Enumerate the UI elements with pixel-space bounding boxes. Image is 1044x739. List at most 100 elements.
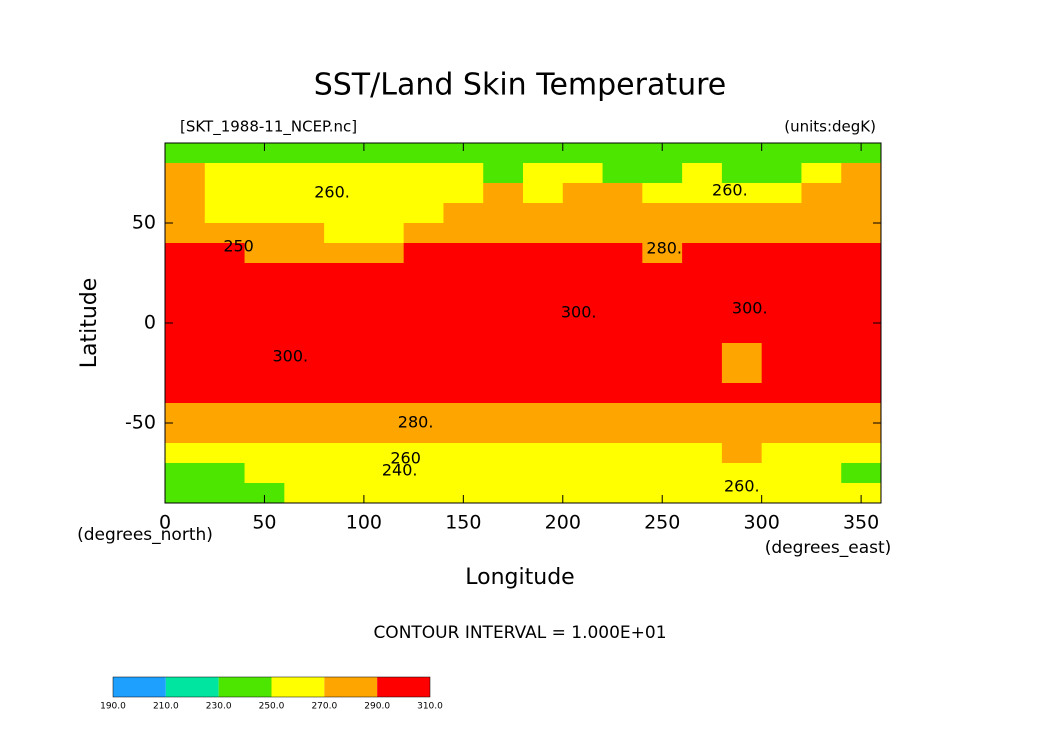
field-cell <box>562 303 604 324</box>
field-cell <box>761 363 802 384</box>
field-cell <box>682 183 723 204</box>
field-cell <box>324 463 365 484</box>
field-cell <box>244 303 285 324</box>
field-cell <box>403 183 444 204</box>
field-cell <box>761 263 802 284</box>
field-cell <box>721 143 763 164</box>
contour-label: 280. <box>398 413 434 432</box>
field-cell <box>244 283 285 304</box>
field-cell <box>642 183 683 204</box>
field-cell <box>324 163 365 184</box>
field-cell <box>682 303 723 324</box>
field-cell <box>363 443 405 464</box>
field-cell <box>324 323 365 344</box>
field-cell <box>204 143 246 164</box>
field-cell <box>403 243 444 264</box>
field-cell <box>761 223 802 244</box>
field-cell <box>244 483 285 504</box>
field-cell <box>443 343 484 364</box>
field-cell <box>682 243 723 264</box>
field-cell <box>602 423 643 444</box>
field-cell <box>324 483 365 504</box>
field-cell <box>244 323 285 344</box>
field-cell <box>324 203 365 224</box>
x-axis-title: Longitude <box>465 565 574 590</box>
field-cell <box>363 203 405 224</box>
field-cell <box>284 443 325 464</box>
contour-label: 300. <box>561 303 597 322</box>
x-tick-label: 350 <box>843 512 879 534</box>
field-cell <box>324 303 365 324</box>
field-cell <box>682 283 723 304</box>
field-cell <box>204 383 246 404</box>
field-cell <box>841 383 882 404</box>
field-cell <box>602 483 643 504</box>
field-cell <box>841 223 882 244</box>
colorbar-label: 230.0 <box>206 702 232 712</box>
field-cell <box>244 263 285 284</box>
colorbar-label: 290.0 <box>364 702 390 712</box>
field-cell <box>562 463 604 484</box>
field-cell <box>642 243 683 264</box>
field-cell <box>642 323 683 344</box>
field-cell <box>761 323 802 344</box>
field-cell <box>761 403 802 424</box>
field-cell <box>324 423 365 444</box>
field-cell <box>761 243 802 264</box>
field-cell <box>801 343 842 364</box>
field-cell <box>204 343 246 364</box>
field-cell <box>443 443 484 464</box>
field-cell <box>363 143 405 164</box>
field-cell <box>244 203 285 224</box>
field-cell <box>602 443 643 464</box>
field-cell <box>244 343 285 364</box>
colorbar-label: 210.0 <box>153 702 179 712</box>
field-cell <box>761 343 802 364</box>
field-cell <box>642 263 683 284</box>
field-cell <box>324 443 365 464</box>
field-cell <box>562 263 604 284</box>
colorbar-swatch <box>165 677 219 697</box>
field-cell <box>841 263 882 284</box>
field-cell <box>483 443 524 464</box>
field-cell <box>841 443 882 464</box>
field-cell <box>165 223 206 244</box>
field-cell <box>761 183 802 204</box>
field-cell <box>324 403 365 424</box>
field-cell <box>523 323 564 344</box>
field-cell <box>523 423 564 444</box>
field-cell <box>562 443 604 464</box>
field-cell <box>204 483 246 504</box>
field-cell <box>523 343 564 364</box>
field-cell <box>801 243 842 264</box>
field-cell <box>602 283 643 304</box>
contour-label: 260 <box>390 449 421 468</box>
field-cell <box>562 283 604 304</box>
field-cell <box>682 423 723 444</box>
field-cell <box>284 323 325 344</box>
contour-label: 250 <box>223 237 254 256</box>
x-tick-label: 150 <box>445 512 481 534</box>
field-cell <box>602 143 643 164</box>
field-cell <box>284 223 325 244</box>
field-cell <box>523 163 564 184</box>
chart-title: SST/Land Skin Temperature <box>314 68 727 103</box>
field-cell <box>801 323 842 344</box>
field-cell <box>363 163 405 184</box>
field-cell <box>483 283 524 304</box>
field-cell <box>403 203 444 224</box>
field-cell <box>642 163 683 184</box>
field-cell <box>761 423 802 444</box>
field-cell <box>443 483 484 504</box>
x-tick-label: 0 <box>159 512 171 534</box>
field-cell <box>642 283 683 304</box>
field-cell <box>483 223 524 244</box>
contour-label: 300. <box>272 347 308 366</box>
field-layer <box>165 143 882 504</box>
field-cell <box>562 363 604 384</box>
field-cell <box>642 383 683 404</box>
field-cell <box>523 283 564 304</box>
field-cell <box>244 183 285 204</box>
field-cell <box>244 463 285 484</box>
field-cell <box>523 223 564 244</box>
